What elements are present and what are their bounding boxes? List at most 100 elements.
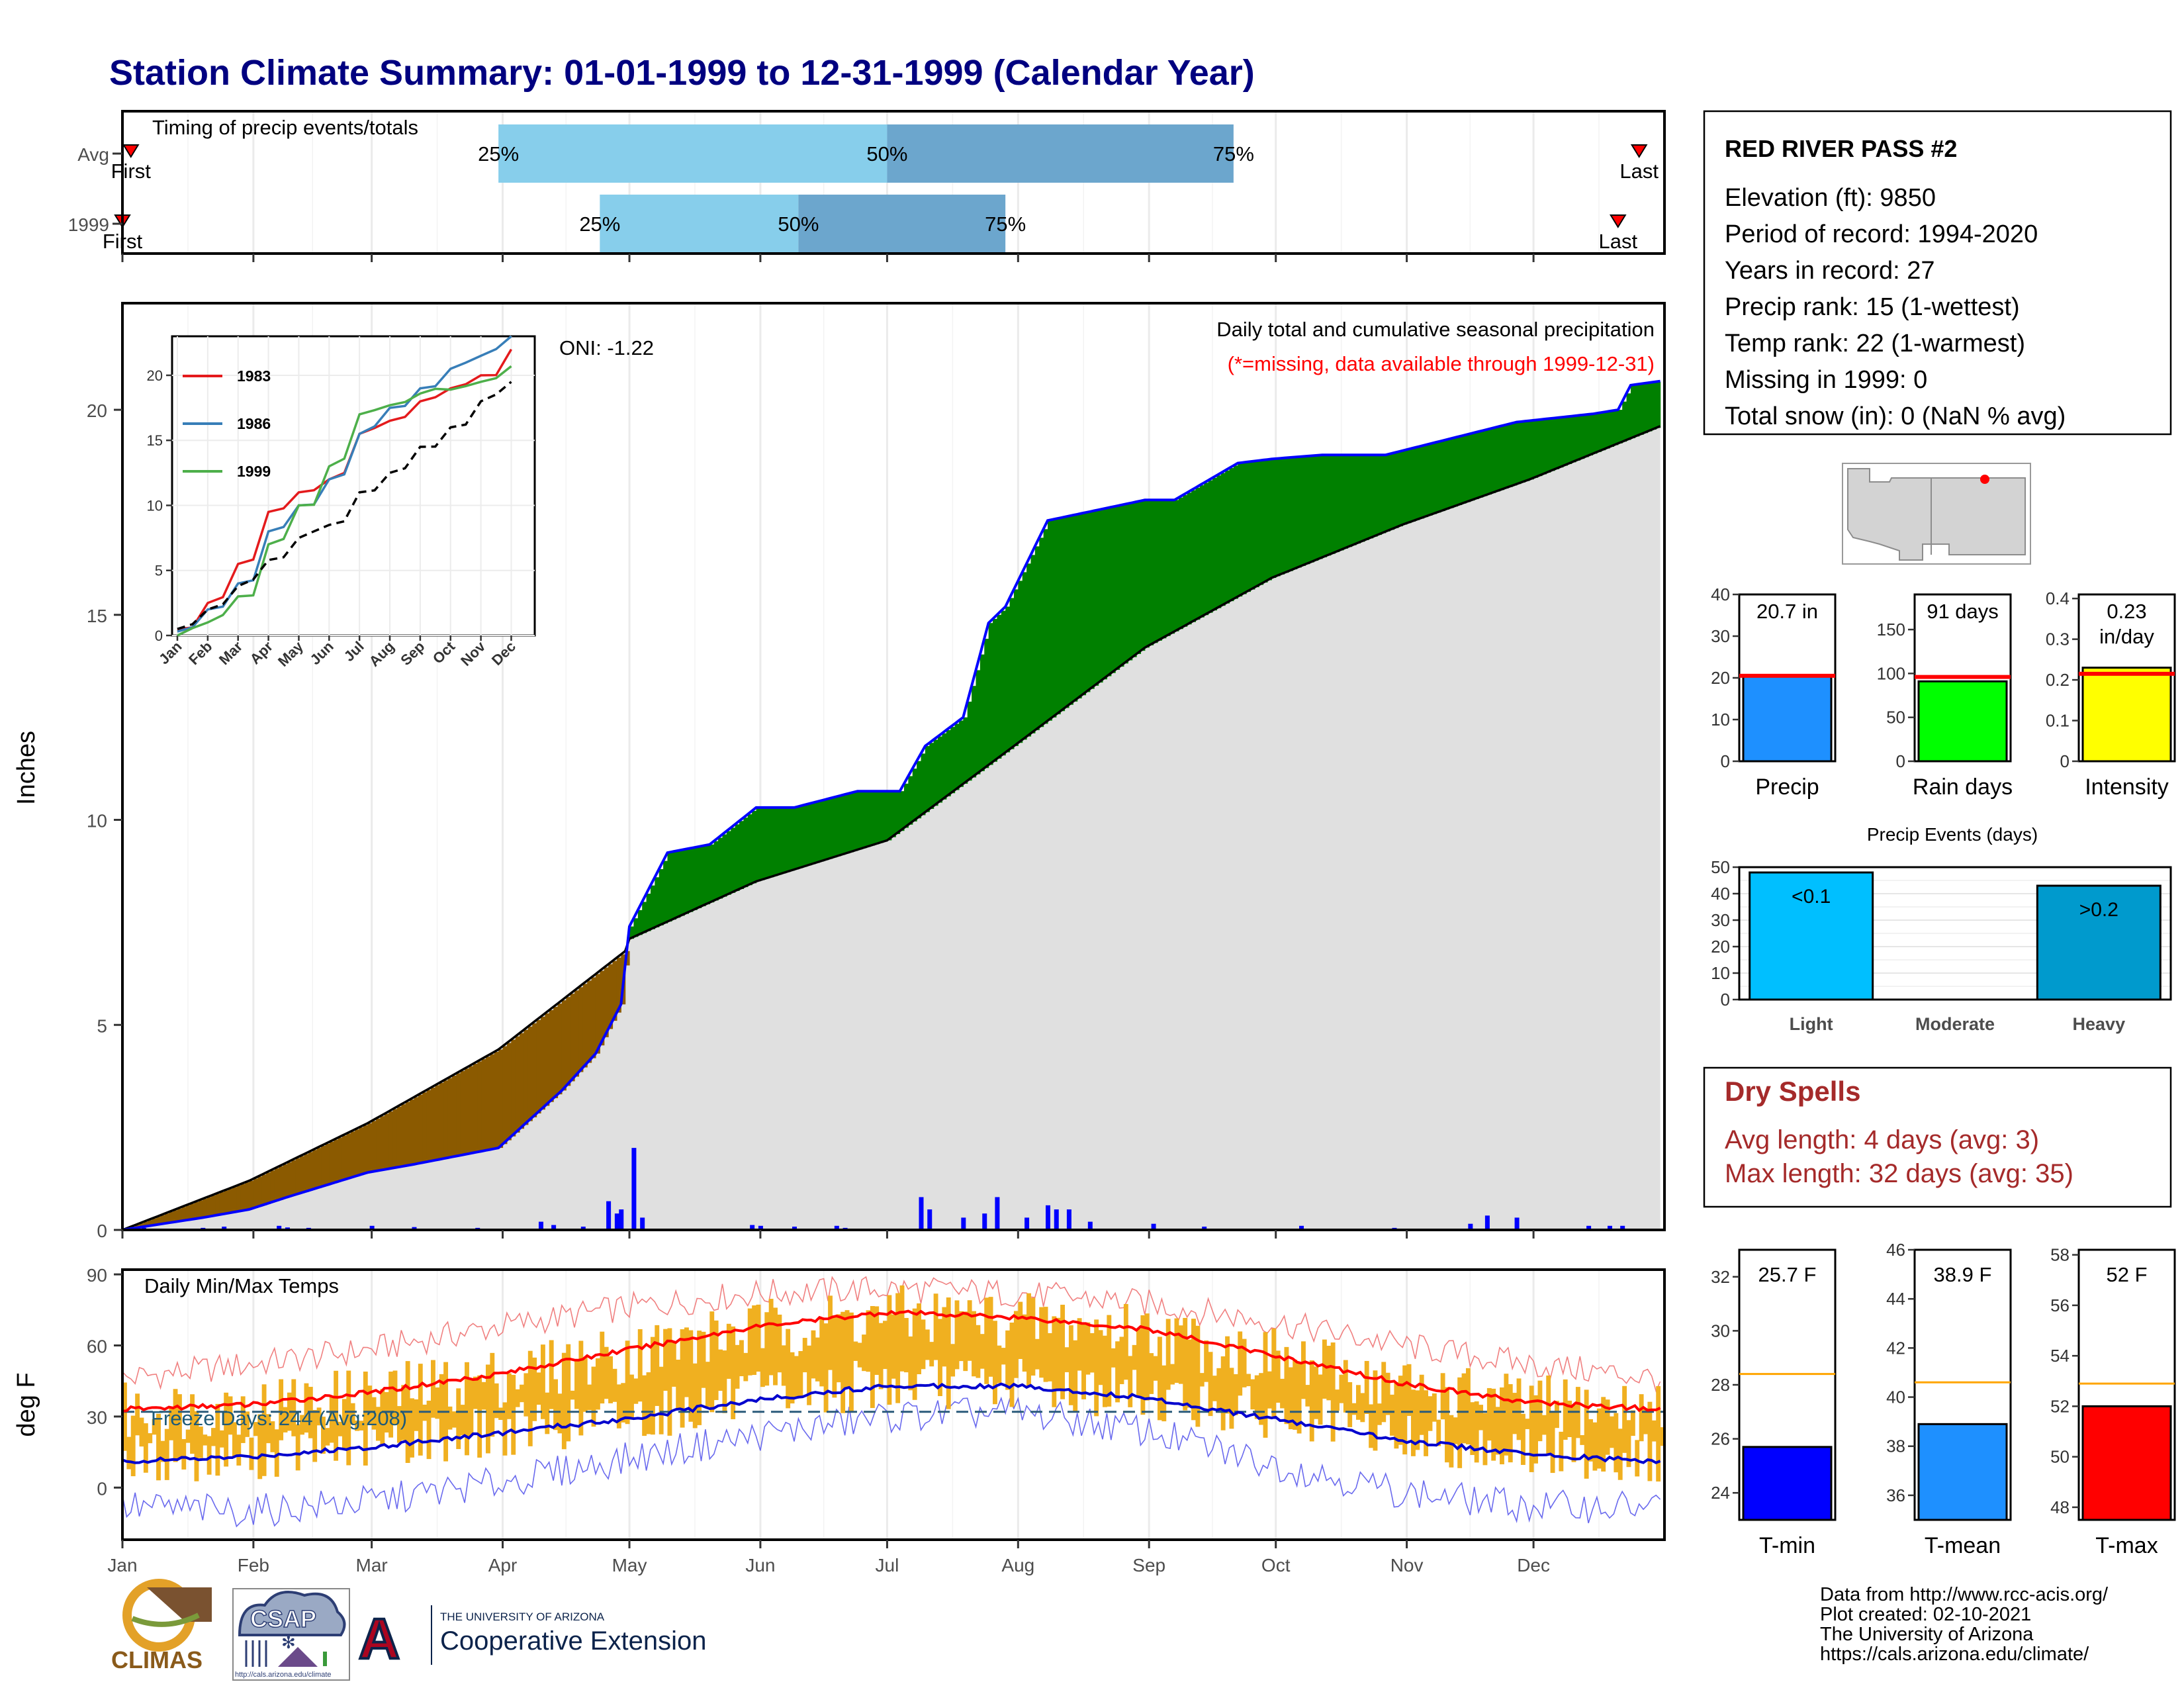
deficit-area: [316, 1148, 322, 1188]
average-cumulative-area: [122, 426, 1661, 1230]
daily-temp-bar: [1415, 1390, 1420, 1450]
daily-temp-bar: [1326, 1346, 1332, 1401]
daily-temp-bar: [1491, 1388, 1496, 1461]
daily-temp-bar: [595, 1358, 600, 1410]
mini-bar-precip-bar: [1742, 674, 1833, 763]
surplus-area: [819, 801, 825, 862]
daily-precip-bar: [1046, 1205, 1050, 1230]
deficit-area: [341, 1135, 347, 1181]
inset-series-line: [177, 365, 512, 637]
daily-temp-bar: [570, 1390, 575, 1400]
csap-snowflake-icon: ✻: [281, 1632, 296, 1652]
daily-temp-bar: [629, 1374, 634, 1420]
daily-temp-bar: [148, 1433, 153, 1444]
mini-y-tick-label: 0: [1896, 751, 1905, 771]
surplus-area: [739, 821, 744, 890]
footer-line: Data from http://www.rcc-acis.org/: [1820, 1584, 2109, 1605]
surplus-area: [655, 877, 660, 927]
daily-temp-bar: [942, 1307, 947, 1367]
deficit-area: [363, 1125, 368, 1174]
temp-bar-t-min-value-label: 25.7 F: [1758, 1263, 1817, 1286]
timing-p50-label: 50%: [866, 142, 907, 165]
daily-temp-bar: [1107, 1315, 1112, 1407]
daily-temp-bar: [1225, 1336, 1230, 1414]
daily-temp-bar: [1610, 1416, 1614, 1448]
surplus-area: [1550, 418, 1555, 471]
daily-temp-bar: [1656, 1385, 1661, 1482]
surplus-area: [1596, 413, 1602, 452]
daily-temp-bar: [676, 1360, 681, 1409]
mini-y-tick-label: 36: [1886, 1485, 1905, 1505]
daily-temp-bar: [819, 1317, 825, 1387]
surplus-area: [1077, 514, 1082, 699]
deficit-area: [490, 1054, 495, 1150]
deficit-area: [194, 1201, 199, 1219]
surplus-area: [1204, 483, 1209, 616]
daily-temp-bar: [883, 1321, 887, 1370]
deficit-area: [523, 1029, 529, 1125]
daily-temp-bar: [1271, 1328, 1277, 1417]
surplus-area: [1293, 457, 1298, 570]
surplus-area: [1563, 417, 1568, 466]
daily-temp-bar: [228, 1396, 233, 1435]
daily-temp-bar: [722, 1350, 727, 1413]
daily-temp-bar: [485, 1364, 490, 1454]
daily-precip-bar: [538, 1221, 543, 1230]
timing-row-labels: Avg 1999: [68, 144, 1535, 262]
daily-temp-bar: [1525, 1419, 1530, 1429]
deficit-area: [600, 970, 605, 1046]
daily-temp-bar: [304, 1383, 309, 1433]
surplus-area: [1580, 415, 1585, 459]
surplus-area: [659, 868, 664, 925]
daily-temp-bar: [139, 1417, 144, 1447]
daily-temp-bar: [211, 1428, 216, 1446]
surplus-area: [1233, 465, 1238, 599]
state-outlines: [1847, 468, 2026, 561]
surplus-area: [1495, 427, 1500, 492]
surplus-area: [1381, 455, 1387, 534]
deficit-area: [169, 1211, 174, 1223]
daily-temp-bar: [1356, 1385, 1361, 1420]
daily-temp-bar: [773, 1307, 778, 1385]
average-min-temp-line: [122, 1382, 1661, 1464]
last-event-label: Last: [1598, 230, 1637, 253]
surplus-area: [1098, 510, 1103, 683]
mini-y-tick-label: 48: [2050, 1497, 2070, 1517]
deficit-area: [279, 1166, 284, 1200]
timing-row-label: 1999: [68, 214, 109, 235]
daily-temp-bar: [912, 1308, 917, 1400]
surplus-area: [768, 807, 774, 878]
station-line: Missing in 1999: 0: [1725, 366, 1927, 394]
daily-precip-bar: [1024, 1217, 1030, 1230]
surplus-area: [933, 739, 938, 806]
surplus-area: [925, 746, 930, 812]
deficit-area: [502, 1046, 508, 1145]
daily-temp-bar: [1136, 1329, 1141, 1398]
daily-temp-bar: [1369, 1404, 1374, 1448]
daily-temp-bar: [1377, 1403, 1382, 1425]
surplus-area: [899, 791, 905, 831]
daily-temp-bar: [494, 1383, 499, 1419]
surplus-area: [735, 824, 740, 891]
daily-precip-bar: [580, 1227, 586, 1230]
deficit-area: [177, 1208, 182, 1222]
mini-y-tick-label: 52: [2050, 1396, 2070, 1416]
footer-line: Plot created: 02-10-2021: [1820, 1604, 2031, 1625]
timing-bar-50-75: [798, 195, 1006, 253]
daily-precip-bar: [758, 1225, 763, 1230]
surplus-area: [1123, 504, 1128, 664]
temp-bar-t-mean-bar: [1917, 1423, 2008, 1521]
daily-temp-bar: [312, 1410, 318, 1462]
daily-temp-bar: [511, 1375, 516, 1455]
surplus-area: [1512, 423, 1518, 486]
deficit-area: [392, 1109, 398, 1168]
surplus-area: [993, 618, 997, 762]
month-tick-label: Oct: [1261, 1555, 1291, 1575]
daily-temp-bar: [1119, 1336, 1124, 1384]
surplus-area: [1630, 385, 1635, 439]
surplus-area: [1647, 383, 1653, 432]
daily-temp-bar: [1457, 1377, 1463, 1468]
daily-temp-bar: [756, 1304, 761, 1372]
daily-temp-bar: [1465, 1368, 1471, 1444]
surplus-area: [1170, 500, 1175, 634]
